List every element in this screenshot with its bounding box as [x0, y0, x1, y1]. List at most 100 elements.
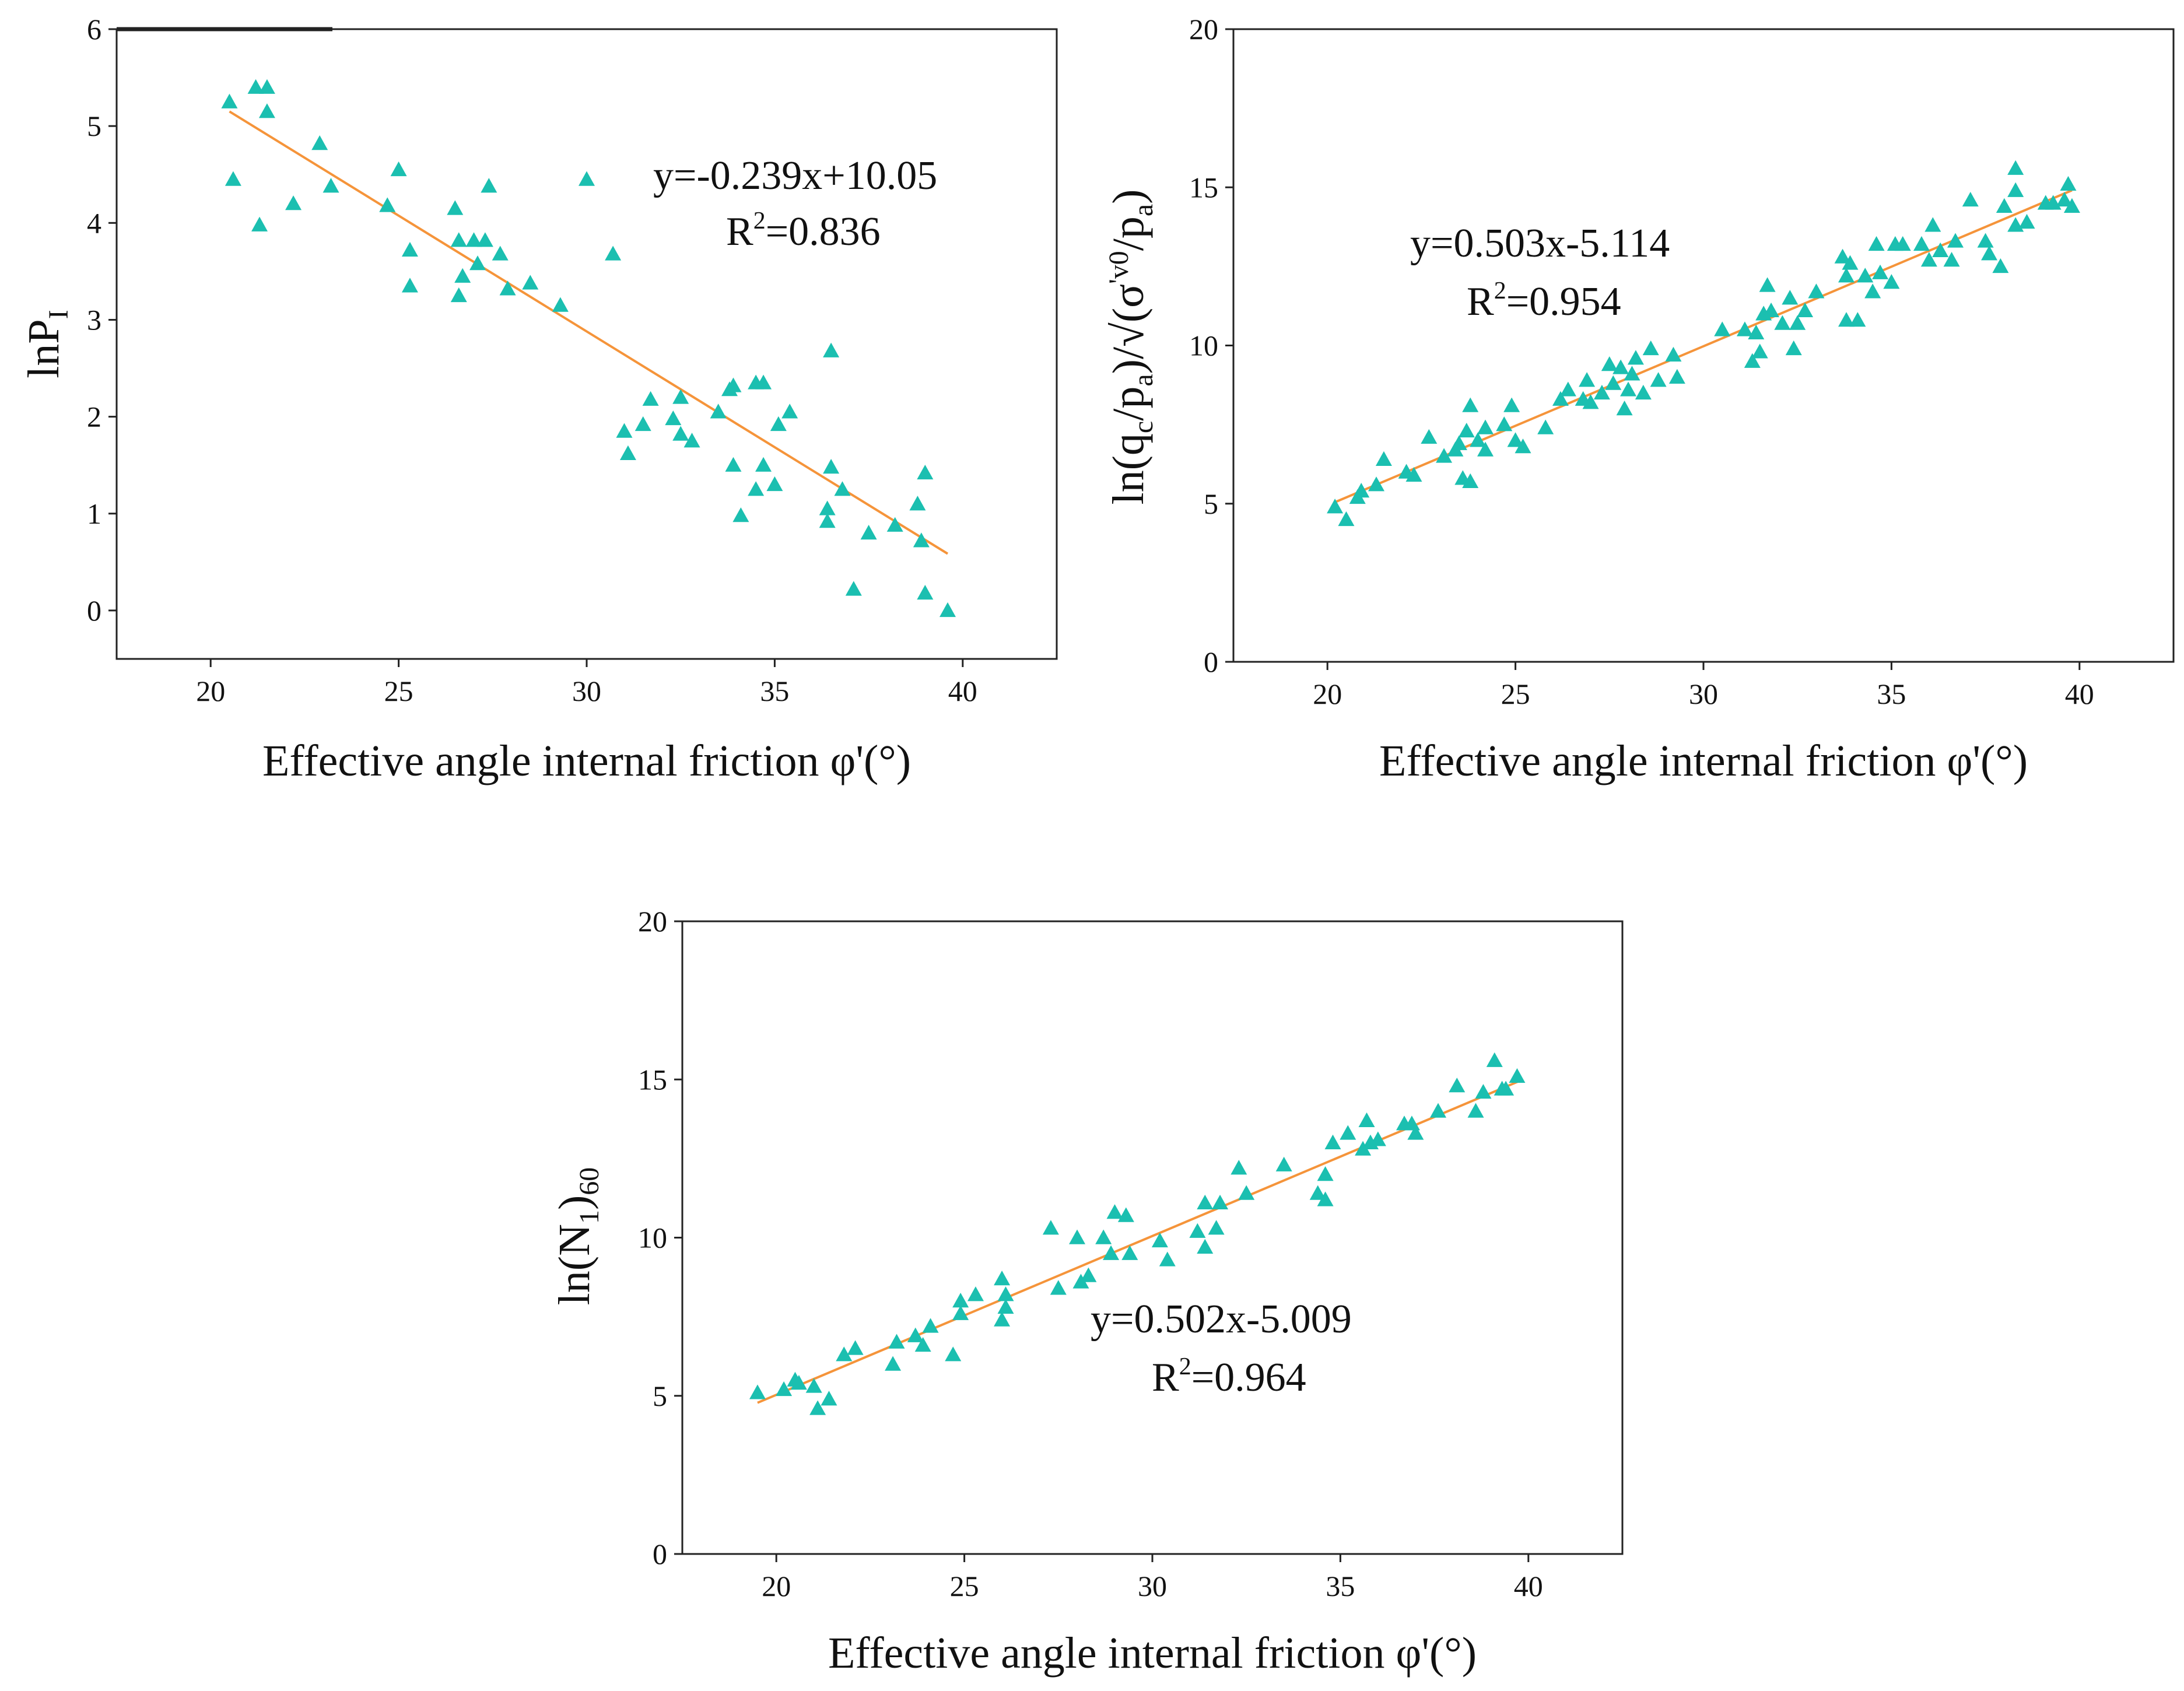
data-layer-c	[749, 1052, 1526, 1415]
data-point-a	[454, 268, 471, 283]
data-point-c	[1231, 1160, 1247, 1175]
data-point-b	[2007, 182, 2024, 197]
data-point-c	[922, 1318, 939, 1333]
plot-frame-c	[681, 920, 1624, 1555]
data-point-a	[401, 278, 418, 293]
y-tick-label-c: 5	[653, 1380, 667, 1412]
data-point-a	[616, 423, 633, 438]
data-point-a	[766, 476, 783, 492]
data-point-c	[805, 1378, 822, 1393]
data-point-a	[755, 457, 772, 472]
y-tick-label-a: 5	[87, 110, 101, 142]
data-point-c	[945, 1346, 962, 1362]
x-tick-label-c: 30	[1138, 1570, 1167, 1602]
data-point-a	[710, 404, 727, 419]
data-point-a	[379, 197, 396, 212]
data-point-a	[909, 496, 926, 511]
x-tick-label-b: 20	[1313, 678, 1342, 710]
data-point-c	[1095, 1229, 1112, 1244]
x-tick-label-b: 30	[1689, 678, 1718, 710]
data-point-b	[1894, 236, 1911, 251]
data-point-c	[952, 1293, 969, 1308]
data-point-b	[1744, 353, 1761, 368]
y-axis-title-c: ln(N1)60	[550, 1167, 605, 1306]
data-point-c	[1159, 1251, 1176, 1267]
data-point-a	[221, 93, 238, 108]
data-point-a	[665, 410, 682, 426]
data-point-a	[917, 464, 934, 480]
data-point-b	[1405, 466, 1422, 482]
data-point-b	[1868, 236, 1885, 251]
data-point-c	[1369, 1131, 1386, 1146]
data-point-c	[749, 1384, 766, 1399]
data-point-a	[469, 255, 486, 271]
data-point-b	[1714, 321, 1731, 336]
data-point-c	[1212, 1194, 1229, 1210]
tick-layer-a: 20 25 30 35 40 0 1 2 3 4 5 6	[87, 13, 977, 707]
y-tick-label-a: 2	[87, 401, 101, 433]
data-point-b	[1612, 359, 1629, 374]
x-tick-label-b: 35	[1877, 678, 1906, 710]
data-point-a	[251, 216, 268, 231]
y-tick-label-c: 20	[638, 905, 667, 938]
x-tick-label-a: 40	[948, 675, 977, 707]
y-tick-label-a: 1	[87, 497, 101, 530]
data-point-b	[1842, 255, 1859, 270]
data-point-c	[1467, 1103, 1484, 1118]
data-point-b	[1924, 217, 1941, 232]
y-tick-label-a: 3	[87, 303, 101, 336]
data-point-c	[1050, 1280, 1067, 1295]
data-point-a	[725, 457, 742, 472]
data-point-b	[1838, 268, 1855, 283]
data-point-b	[1992, 258, 2009, 273]
data-point-c	[888, 1334, 905, 1349]
data-point-b	[1503, 397, 1520, 412]
data-point-b	[1857, 268, 1874, 283]
y-tick-label-c: 10	[638, 1222, 667, 1254]
data-point-b	[1947, 233, 1964, 248]
x-tick-label-c: 20	[762, 1570, 791, 1602]
data-point-b	[1635, 384, 1652, 400]
data-point-b	[1616, 401, 1633, 416]
data-point-b	[1368, 476, 1385, 492]
data-point-c	[1317, 1166, 1334, 1181]
data-point-c	[836, 1346, 853, 1362]
data-point-a	[481, 178, 497, 193]
data-point-a	[605, 245, 622, 261]
data-point-b	[1515, 438, 1531, 454]
data-point-c	[1121, 1245, 1138, 1260]
data-point-c	[1080, 1267, 1097, 1282]
data-point-b	[1462, 473, 1479, 488]
x-axis-title-c: Effective angle internal friction φ'(°)	[828, 1629, 1477, 1678]
data-point-c	[1498, 1080, 1515, 1096]
data-point-b	[1834, 248, 1851, 264]
data-point-b	[1507, 432, 1524, 447]
data-point-c	[1208, 1220, 1225, 1235]
data-point-a	[683, 433, 700, 448]
data-point-b	[1650, 372, 1667, 387]
data-point-b	[1759, 277, 1776, 292]
data-point-a	[781, 404, 798, 419]
data-point-c	[952, 1305, 969, 1320]
data-point-c	[994, 1271, 1011, 1286]
data-point-a	[845, 581, 862, 596]
plot-frame-a	[115, 28, 1058, 660]
data-point-b	[2007, 160, 2024, 175]
data-point-a	[450, 232, 467, 247]
data-point-b	[1601, 356, 1618, 371]
y-tick-label-c: 15	[638, 1063, 667, 1096]
data-point-a	[672, 426, 689, 441]
data-point-c	[809, 1400, 826, 1415]
data-point-c	[1309, 1185, 1326, 1200]
data-point-b	[2056, 191, 2073, 207]
data-point-a	[642, 391, 659, 406]
data-point-b	[1736, 321, 1753, 336]
data-point-b	[1537, 419, 1554, 434]
data-point-a	[552, 297, 569, 312]
data-point-c	[821, 1391, 837, 1406]
data-point-c	[1275, 1156, 1292, 1171]
y-tick-label-b: 0	[1204, 645, 1218, 678]
tick-layer-c: 20 25 30 35 40 0 5 10 15 20	[638, 905, 1543, 1602]
data-point-b	[1748, 324, 1765, 339]
